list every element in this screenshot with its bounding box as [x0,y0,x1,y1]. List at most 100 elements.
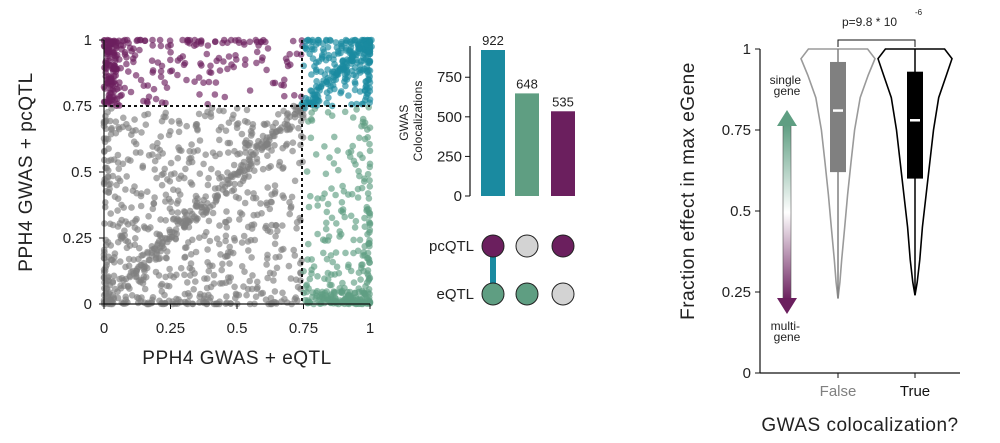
scatter-point [267,163,275,170]
scatter-point [132,235,139,242]
scatter-point [283,299,291,306]
scatter-point [144,110,152,118]
scatter-point [308,71,315,78]
scatter-point [242,56,249,63]
scatter-point [219,260,226,268]
scatter-point [360,54,367,61]
scatter-point [145,213,152,220]
scatter-point [331,133,338,141]
scatter-point [112,118,120,125]
scatter-point [348,101,355,108]
scatter-point [283,140,291,148]
scatter-point [192,203,200,210]
scatter-point [137,202,145,210]
scatter-point [187,251,195,258]
scatter-point [270,270,278,278]
scatter-point [216,136,223,144]
bar-marks: 922 648 535 [481,33,575,196]
scatter-point [105,97,113,105]
scatter-point [332,249,340,256]
scatter-point [324,276,332,283]
scatter-point [239,177,247,185]
scatter-point [157,133,164,140]
scatter-point [115,124,122,131]
scatter-point [254,144,261,151]
scatter-point [154,139,161,147]
scatter-point [140,82,148,89]
scatter-point [136,46,143,54]
scatter-point [273,264,281,272]
scatter-point [123,54,130,61]
scatter-point [217,251,224,258]
scatter-point [356,88,364,95]
scatter-point [268,191,276,198]
scatter-point [305,99,312,107]
scatter-plot: 0 0.25 0.5 0.75 1 0 0.25 0.5 0.75 1 PPH4 GWAS + … [16,32,375,369]
scatter-point [167,49,174,56]
scatter-point [163,254,170,262]
scatter-point [140,223,148,230]
scatter-point [319,46,327,53]
scatter-point [195,74,203,81]
scatter-point [294,283,302,291]
scatter-point [221,218,229,226]
scatter-point [206,297,213,304]
scatter-point [138,129,145,136]
scatter-point [364,249,372,257]
scatter-point [220,36,228,44]
scatter-point [251,167,258,174]
violin-marks [800,48,953,299]
scatter-point [192,248,200,256]
scatter-point [196,234,203,241]
scatter-point [363,67,371,75]
scatter-point [131,241,139,249]
scatter-point [216,240,223,248]
scatter-point [148,57,156,64]
scatter-point [318,52,326,59]
scatter-point [231,237,239,244]
scatter-point [184,279,191,286]
scatter-point [288,193,296,201]
upset-dot [481,282,505,306]
scatter-point [166,37,174,44]
significance-bracket [837,39,916,47]
scatter-point [365,206,372,213]
scatter-point [289,37,297,45]
violin-y-tick-label: 0.25 [722,284,751,301]
upset-dot [551,282,575,306]
scatter-point [200,160,207,168]
scatter-point [289,139,297,146]
scatter-point [353,106,360,113]
scatter-point [366,96,374,103]
scatter-point [135,294,142,302]
scatter-point [191,213,198,220]
scatter-point [143,98,151,105]
scatter-point [192,121,200,128]
scatter-point [149,42,156,49]
scatter-point [347,267,355,275]
scatter-point [162,113,169,121]
scatter-point [272,253,280,261]
upset-row-label: pcQTL [429,238,474,255]
scatter-point [259,165,267,173]
scatter-point [347,212,355,220]
scatter-point [203,275,211,282]
scatter-point [285,262,293,270]
scatter-point [107,210,114,217]
scatter-point [104,47,111,54]
scatter-point [244,285,252,293]
scatter-point [114,238,122,246]
scatter-point [366,229,373,236]
bar-value-label: 922 [482,33,504,48]
p-value-annotation: p=9.8 * 10 [842,15,897,29]
scatter-point [165,195,173,203]
scatter-point [109,221,117,229]
scatter-point [152,256,160,263]
scatter-point [257,290,265,297]
violin-y-tick-label: 0 [743,365,751,382]
scatter-point [320,249,327,257]
scatter-point [355,167,362,175]
scatter-point [338,199,346,206]
scatter-point [303,168,311,175]
scatter-point [354,42,362,49]
